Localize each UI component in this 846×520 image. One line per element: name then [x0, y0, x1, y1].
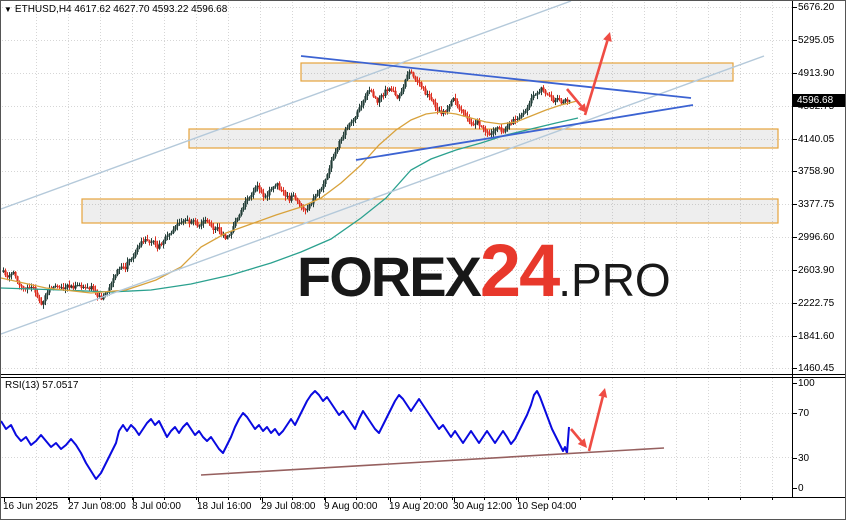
rsi-tick-label: 70: [798, 408, 810, 419]
price-tick-label: 3377.75: [798, 199, 835, 210]
watermark-forex: FOREX: [297, 245, 482, 308]
price-tick-label: 5676.20: [798, 2, 835, 13]
date-tick-label: 18 Jul 16:00: [197, 501, 252, 512]
date-tick-label: 10 Sep 04:00: [517, 501, 577, 512]
forecast-arrows: [566, 32, 612, 452]
rsi-line: [1, 390, 570, 480]
rsi-tick-label: 100: [798, 378, 815, 389]
symbol-ohlc-text: ETHUSD,H4 4617.62 4627.70 4593.22 4596.6…: [14, 4, 228, 15]
price-tick-label: 1841.60: [798, 331, 835, 342]
channel-lines: [1, 1, 765, 335]
symbol-ohlc-line: ▼ ETHUSD,H4 4617.62 4627.70 4593.22 4596.…: [4, 4, 227, 15]
price-tick-label: 2603.90: [798, 265, 835, 276]
rsi-trendline: [200, 447, 665, 476]
price-tick-label: 5295.05: [798, 35, 835, 46]
date-tick-label: 30 Aug 12:00: [453, 501, 512, 512]
forex24pro-watermark: FOREX24.PRO: [297, 234, 671, 308]
supply-demand-zones: [81, 62, 779, 224]
candles: [2, 69, 571, 309]
date-tick-label: 27 Jun 08:00: [68, 501, 126, 512]
price-tick-label: 3758.90: [798, 166, 835, 177]
date-tick-label: 8 Jul 00:00: [132, 501, 181, 512]
date-tick-label: 16 Jun 2025: [3, 501, 59, 512]
grid: [2, 2, 792, 497]
price-tick-label: 4140.05: [798, 134, 835, 145]
rsi-tick-label: 0: [798, 483, 804, 494]
current-price-tag: 4596.68: [793, 94, 845, 107]
frame: [1, 1, 845, 502]
rsi-tick-label: 30: [798, 453, 810, 464]
wedge-lines: [300, 55, 694, 161]
price-tick-label: 4913.90: [798, 68, 835, 79]
price-tick-label: 2996.60: [798, 232, 835, 243]
date-tick-label: 9 Aug 00:00: [324, 501, 378, 512]
watermark-24: 24: [479, 229, 560, 312]
price-tick-label: 2222.75: [798, 298, 835, 309]
price-tick-label: 1460.45: [798, 363, 835, 374]
watermark-pro: .PRO: [558, 254, 671, 306]
date-tick-label: 19 Aug 20:00: [389, 501, 448, 512]
date-tick-label: 29 Jul 08:00: [261, 501, 316, 512]
rsi-indicator-label: RSI(13) 57.0517: [5, 380, 79, 391]
symbol-dropdown-icon[interactable]: ▼: [4, 5, 12, 14]
